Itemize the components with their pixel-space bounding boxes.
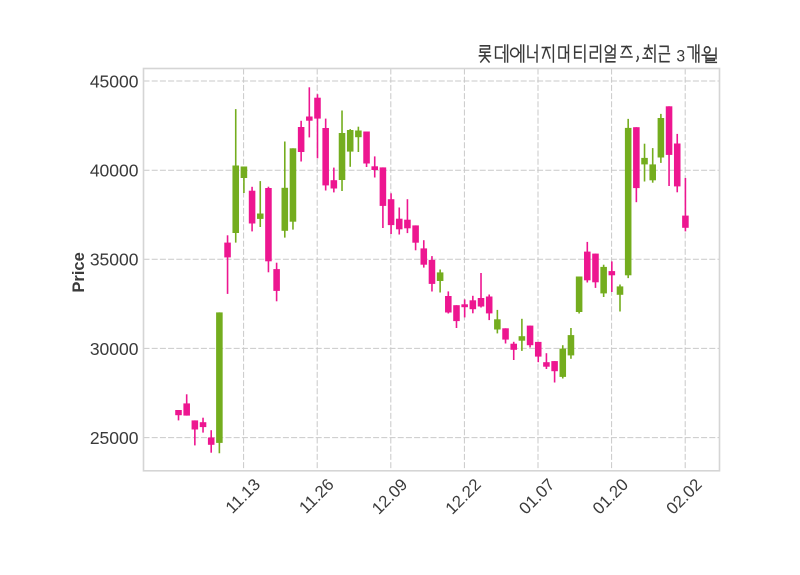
svg-text:3: 3 <box>676 47 685 66</box>
svg-text:25000: 25000 <box>90 428 139 448</box>
svg-text:35000: 35000 <box>90 250 139 270</box>
svg-text:45000: 45000 <box>90 71 139 91</box>
svg-text:40000: 40000 <box>90 161 139 181</box>
svg-text:Price: Price <box>70 252 88 292</box>
svg-text:30000: 30000 <box>90 339 139 359</box>
